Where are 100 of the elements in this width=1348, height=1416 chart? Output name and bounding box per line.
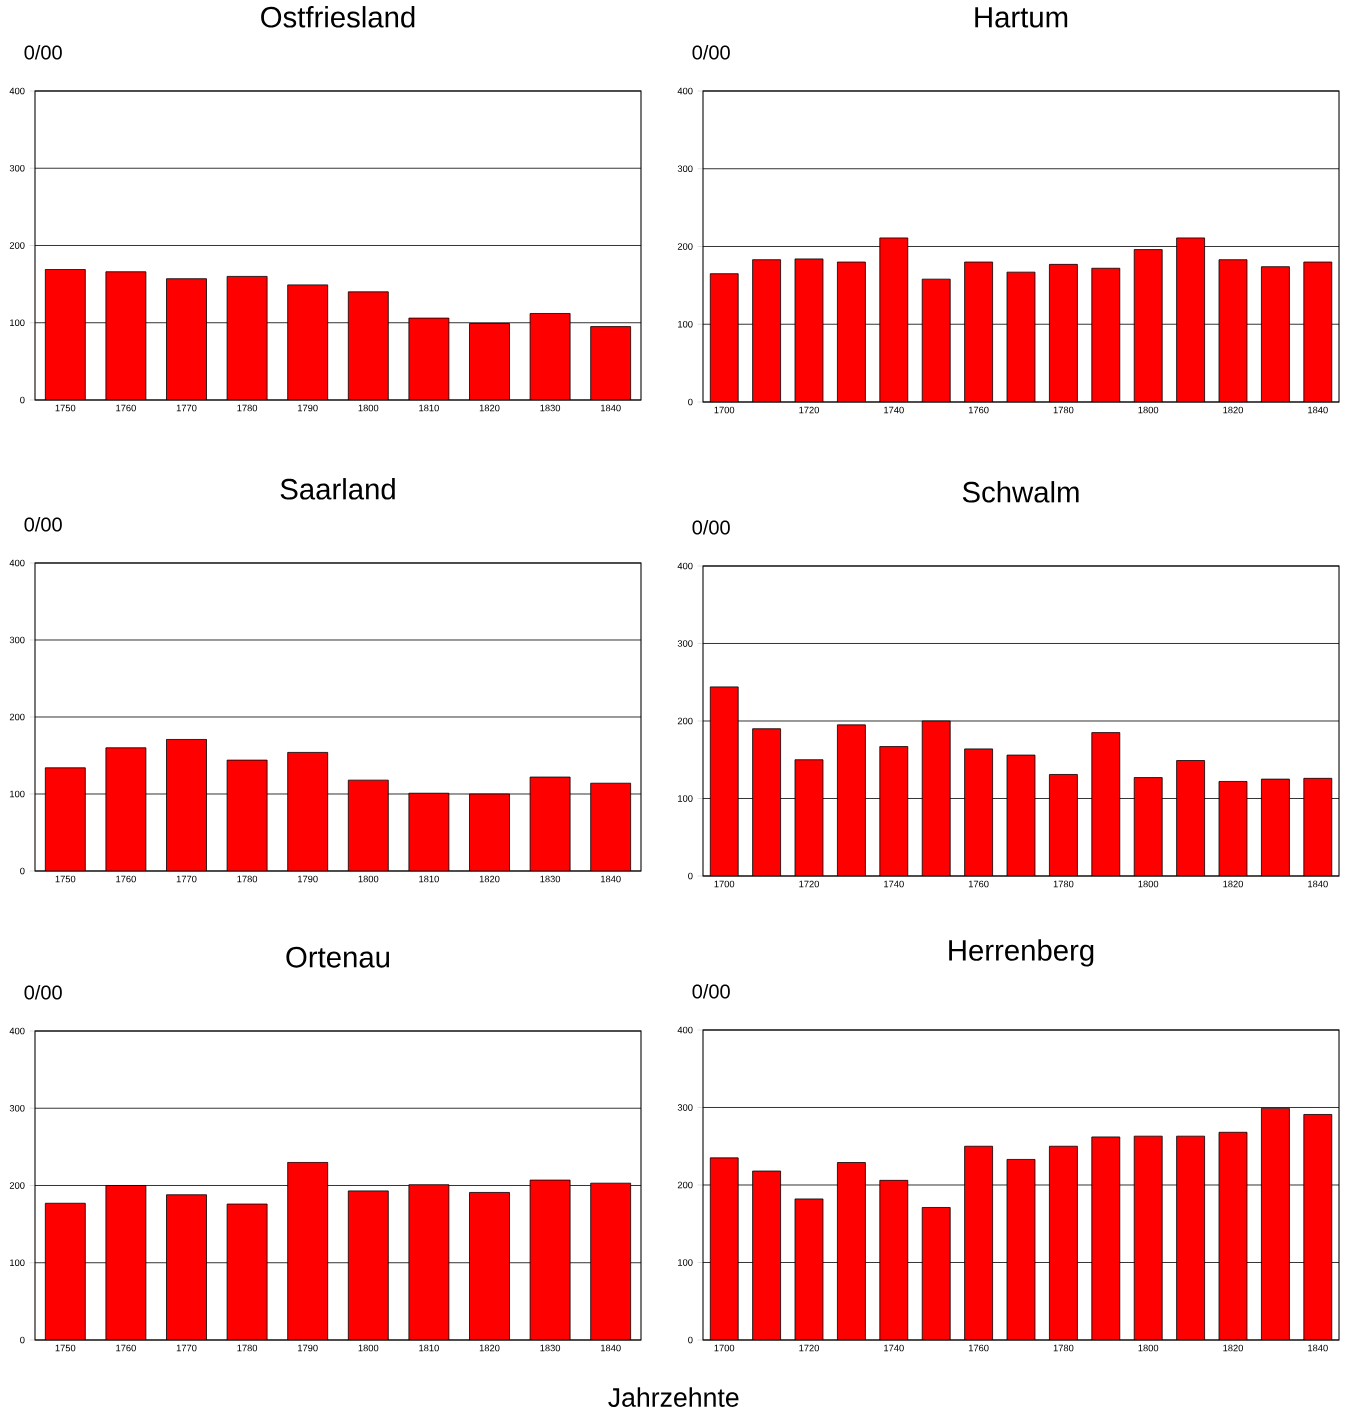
x-tick-label: 1830	[540, 404, 561, 412]
bar	[794, 759, 824, 876]
x-tick-label: 1780	[1053, 1344, 1074, 1352]
chart-title: Hartum	[975, 7, 1068, 28]
x-tick-label: 1840	[1308, 406, 1328, 414]
x-tick-label: 1840	[1308, 880, 1328, 888]
chart-title: Saarland	[280, 478, 395, 500]
x-tick-label: 1740	[884, 406, 904, 414]
y-tick-label: 400	[677, 87, 693, 95]
y-axis-title: 0/00	[692, 44, 730, 60]
x-tick-label: 1760	[116, 875, 136, 883]
y-tick-label: 200	[9, 242, 25, 249]
x-tick-label: 1810	[419, 404, 439, 412]
y-axis-title: 0/00	[24, 984, 62, 1000]
y-axis-title: 0/00	[692, 983, 730, 999]
x-tick-label: 1830	[540, 875, 561, 883]
bar	[837, 724, 866, 876]
bar	[1091, 1136, 1121, 1340]
bar	[1218, 1131, 1248, 1340]
y-tick-label: 0	[688, 872, 693, 880]
y-tick-label: 0	[688, 1336, 693, 1344]
x-tick-label: 1760	[116, 404, 136, 412]
bar	[752, 1170, 781, 1340]
chart-title: Ortenau	[286, 946, 390, 968]
chart-title: Ostfriesland	[261, 6, 415, 28]
y-tick-label: 400	[9, 87, 25, 95]
y-tick-label: 400	[9, 1027, 25, 1035]
y-tick-label: 0	[20, 867, 25, 875]
x-tick-label: 1840	[601, 1344, 621, 1352]
x-tick-label: 1720	[799, 880, 820, 888]
y-axis-title: 0/00	[24, 44, 62, 60]
bar	[921, 720, 951, 876]
x-tick-label: 1820	[1223, 880, 1244, 888]
bar	[1006, 754, 1036, 876]
bar	[879, 1179, 909, 1340]
x-tick-label: 1700	[714, 880, 735, 888]
x-tick-label: 1780	[1053, 880, 1074, 888]
x-tick-label: 1740	[884, 880, 904, 888]
x-tick-label: 1800	[1138, 880, 1159, 888]
x-axis-title: Jahrzehnte	[608, 1387, 739, 1407]
y-tick-label: 0	[20, 396, 25, 404]
bar	[709, 686, 739, 876]
y-tick-label: 100	[678, 1259, 693, 1266]
bar	[921, 1207, 951, 1340]
x-tick-label: 1790	[298, 404, 318, 412]
bar	[964, 748, 993, 876]
x-tick-label: 1820	[1223, 1344, 1244, 1352]
x-tick-label: 1740	[884, 1344, 904, 1352]
y-tick-label: 300	[9, 164, 25, 172]
y-tick-label: 300	[9, 636, 25, 644]
y-axis-title: 0/00	[692, 519, 730, 535]
x-tick-label: 1780	[237, 404, 258, 412]
x-tick-label: 1720	[799, 406, 820, 414]
y-axis-title: 0/00	[24, 516, 62, 532]
bar	[1218, 781, 1248, 876]
x-tick-label: 1820	[479, 1344, 500, 1352]
y-tick-label: 0	[20, 1336, 25, 1344]
y-tick-label: 300	[9, 1104, 25, 1112]
chart-title: Schwalm	[962, 481, 1079, 503]
y-tick-label: 400	[677, 1026, 693, 1034]
bar	[1261, 778, 1290, 876]
x-tick-label: 1810	[419, 1344, 439, 1352]
y-tick-label: 200	[9, 1182, 25, 1189]
y-tick-label: 100	[10, 1259, 25, 1267]
y-tick-label: 300	[677, 1104, 693, 1111]
y-tick-label: 100	[10, 790, 25, 798]
y-tick-label: 400	[9, 559, 25, 567]
bar	[1006, 1159, 1036, 1340]
bar	[879, 746, 909, 876]
x-tick-label: 1800	[358, 404, 379, 412]
x-tick-label: 1840	[601, 875, 621, 883]
y-tick-label: 100	[678, 320, 693, 328]
bar	[1176, 760, 1205, 876]
x-tick-label: 1760	[116, 1344, 136, 1352]
x-tick-label: 1760	[968, 880, 989, 888]
y-tick-label: 200	[677, 717, 693, 725]
x-tick-label: 1700	[714, 406, 735, 414]
x-tick-label: 1760	[968, 406, 989, 414]
y-tick-label: 200	[677, 1181, 693, 1189]
x-tick-label: 1790	[298, 875, 318, 883]
x-tick-label: 1750	[55, 404, 76, 412]
chart-title: Herrenberg	[949, 939, 1094, 967]
y-tick-label: 400	[677, 562, 693, 570]
y-tick-label: 300	[677, 640, 693, 647]
x-tick-label: 1780	[237, 1344, 258, 1352]
x-tick-label: 1820	[479, 404, 500, 412]
x-tick-label: 1780	[237, 875, 258, 883]
y-tick-label: 300	[677, 165, 693, 173]
x-tick-label: 1830	[540, 1344, 561, 1352]
x-tick-label: 1810	[419, 875, 439, 883]
bar	[794, 1198, 824, 1340]
bar	[752, 728, 781, 876]
x-tick-label: 1750	[55, 875, 76, 883]
bar	[1091, 732, 1121, 876]
y-tick-label: 0	[688, 398, 693, 406]
y-tick-label: 100	[10, 319, 25, 327]
x-tick-label: 1800	[1138, 406, 1159, 414]
x-tick-label: 1770	[176, 875, 197, 883]
x-tick-label: 1750	[55, 1344, 76, 1352]
x-tick-label: 1800	[1138, 1344, 1159, 1352]
